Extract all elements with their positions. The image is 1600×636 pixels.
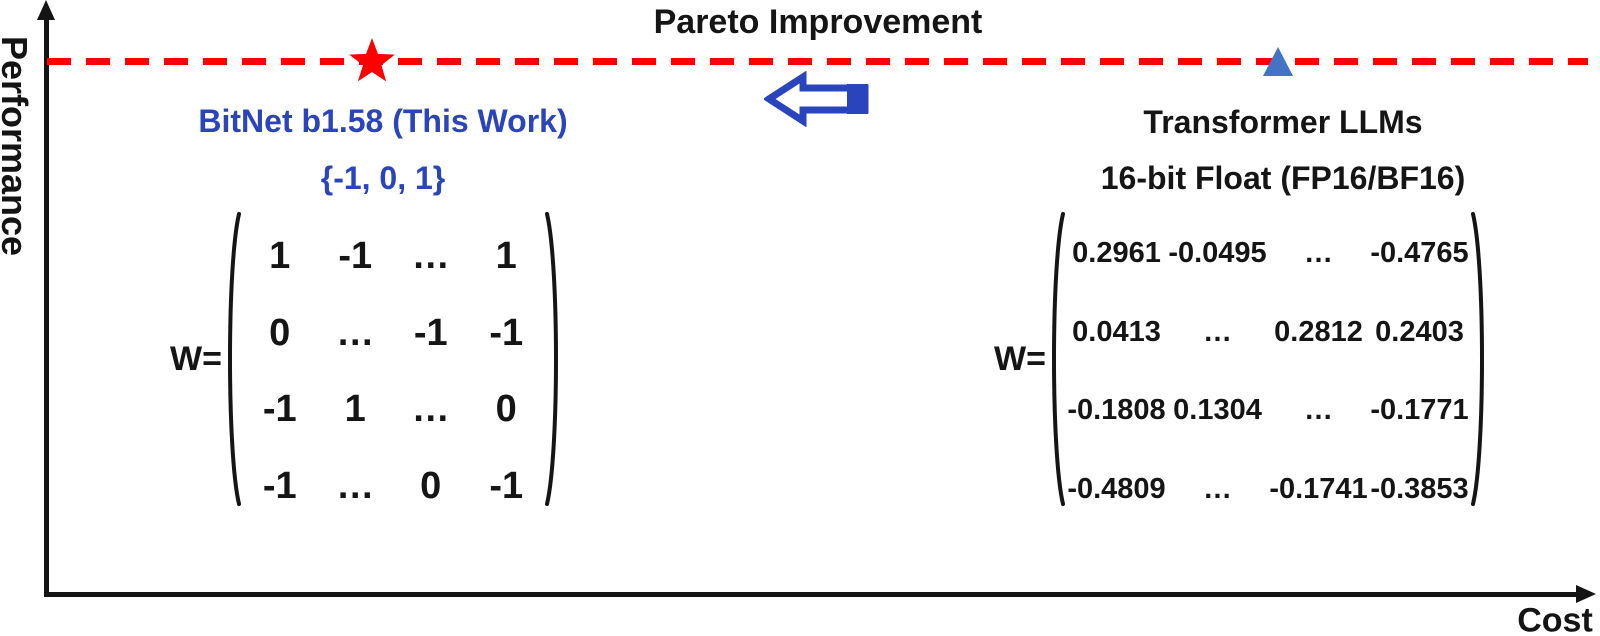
matrix-cell: … <box>1304 237 1333 269</box>
transformer-weight-matrix: W= 0.2961 -0.0495 … -0.4765 0.0413 … 0.2… <box>982 210 1490 508</box>
matrix-row: 0.2961 -0.0495 … -0.4765 <box>1066 236 1470 270</box>
transformer-label: Transformer LLMs <box>1143 104 1423 140</box>
matrix-cell: … <box>336 464 375 507</box>
matrix-cell: -0.4765 <box>1370 237 1469 269</box>
matrix-cell: 0.2812 <box>1274 315 1363 348</box>
left-paren-icon <box>228 212 241 506</box>
y-axis-line <box>44 14 49 597</box>
y-axis-arrow-icon <box>37 0 55 20</box>
left-arrow-icon <box>764 71 869 127</box>
matrix-cell: -1 <box>489 464 524 507</box>
matrix-cell: 0.1304 <box>1173 394 1262 427</box>
matrix-grid: 1 -1 … 1 0 … -1 -1 -1 1 … 0 -1 … 0 -1 <box>242 210 544 508</box>
left-paren-icon <box>1052 212 1065 506</box>
matrix-cell: 1 <box>495 235 517 277</box>
x-axis-line <box>44 592 1580 597</box>
matrix-cell: 0.2403 <box>1375 315 1464 348</box>
matrix-cell: 1 <box>344 388 366 431</box>
matrix-cell: -1 <box>262 464 297 507</box>
matrix-cell: … <box>1203 472 1232 505</box>
transformer-sublabel: 16-bit Float (FP16/BF16) <box>1100 160 1466 196</box>
right-paren-icon <box>545 212 558 506</box>
y-axis-label: Performance <box>0 35 35 257</box>
matrix-row: -0.1808 0.1304 … -0.1771 <box>1066 393 1470 427</box>
matrix-grid: 0.2961 -0.0495 … -0.4765 0.0413 … 0.2812… <box>1066 210 1470 508</box>
right-paren-icon <box>1471 212 1484 506</box>
matrix-cell: 0.0413 <box>1072 315 1161 348</box>
figure-title: Pareto Improvement <box>653 3 983 41</box>
x-axis-arrow-icon <box>1576 585 1596 603</box>
x-axis-label: Cost <box>1517 601 1593 636</box>
matrix-cell: -0.1771 <box>1370 394 1469 427</box>
matrix-row: 0.0413 … 0.2812 0.2403 <box>1066 315 1470 349</box>
pareto-dashed-line <box>47 58 1588 65</box>
matrix-cell: 0 <box>269 311 291 354</box>
red-star-icon <box>349 38 395 82</box>
matrix-cell: -1 <box>338 235 373 277</box>
matrix-cell: 0 <box>420 464 442 507</box>
matrix-cell: -1 <box>262 388 297 431</box>
matrix-cell: -0.0495 <box>1168 237 1267 269</box>
matrix-cell: 1 <box>269 235 291 277</box>
matrix-cell: … <box>336 311 375 354</box>
matrix-cell: -0.1741 <box>1269 472 1368 505</box>
bitnet-value-set: {-1, 0, 1} <box>320 160 446 196</box>
matrix-row: 0 … -1 -1 <box>242 313 544 353</box>
matrix-cell: -0.3853 <box>1370 472 1469 505</box>
matrix-row: 1 -1 … 1 <box>242 236 544 276</box>
matrix-row: -1 1 … 0 <box>242 389 544 429</box>
matrix-w-label: W= <box>170 339 222 378</box>
blue-triangle-icon <box>1263 47 1293 76</box>
matrix-cell: 0.2961 <box>1072 237 1161 269</box>
matrix-row: -0.4809 … -0.1741 -0.3853 <box>1066 472 1470 506</box>
matrix-cell: -0.4809 <box>1067 472 1166 505</box>
matrix-cell: -0.1808 <box>1067 394 1166 427</box>
matrix-w-label: W= <box>994 339 1046 378</box>
matrix-cell: -1 <box>413 311 448 354</box>
matrix-cell: 0 <box>495 388 517 431</box>
matrix-cell: … <box>1203 315 1232 348</box>
bitnet-weight-matrix: W= 1 -1 … 1 0 … -1 -1 -1 1 … 0 <box>156 210 564 508</box>
matrix-row: -1 … 0 -1 <box>242 466 544 506</box>
matrix-cell: … <box>411 388 450 431</box>
bitnet-label: BitNet b1.58 (This Work) <box>198 103 568 139</box>
matrix-cell: … <box>411 235 450 277</box>
matrix-cell: -1 <box>489 311 524 354</box>
matrix-cell: … <box>1304 394 1333 427</box>
